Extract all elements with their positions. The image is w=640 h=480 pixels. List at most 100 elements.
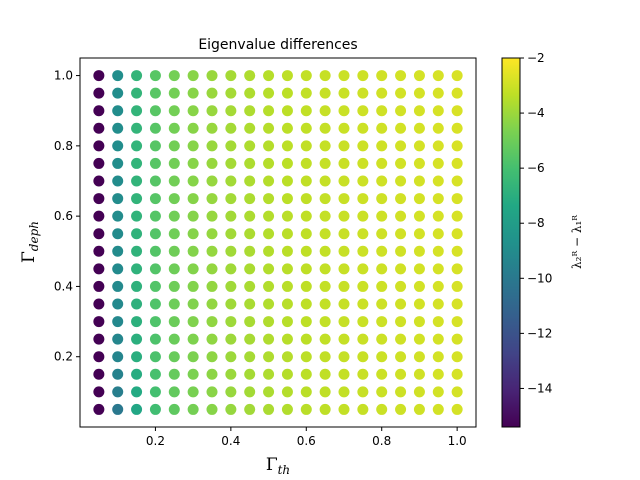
scatter-point [413,263,425,275]
scatter-point [338,263,350,275]
scatter-point [357,263,369,275]
plot-frame [79,57,477,428]
scatter-point [281,403,293,415]
scatter-point [187,122,199,134]
scatter-point [451,263,463,275]
scatter-point [206,228,218,240]
scatter-point [432,87,444,99]
colorbar-tick-label: −4 [527,106,545,120]
scatter-point [432,386,444,398]
scatter-point [413,105,425,117]
scatter-point [225,87,237,99]
scatter-point [149,105,161,117]
scatter-point [338,245,350,257]
scatter-point [300,228,312,240]
scatter-point [149,228,161,240]
scatter-point [93,403,105,415]
x-tick-label: 0.4 [221,434,240,448]
scatter-point [225,105,237,117]
scatter-point [413,316,425,328]
chart-title: Eigenvalue differences [198,37,357,53]
scatter-point [168,386,180,398]
y-tick-label: 0.8 [54,139,73,153]
x-tick-label: 1.0 [448,434,467,448]
scatter-point [187,333,199,345]
scatter-point [263,175,275,187]
scatter-point [93,386,105,398]
scatter-point [451,316,463,328]
scatter-point [112,368,124,380]
scatter-point [376,298,388,310]
scatter-point [206,263,218,275]
scatter-point [206,403,218,415]
scatter-point [187,351,199,363]
scatter-point [93,175,105,187]
scatter-point [376,351,388,363]
scatter-point [93,228,105,240]
scatter-point [187,403,199,415]
scatter-point [112,386,124,398]
colorbar-tick-label: −6 [527,161,545,175]
scatter-point [225,157,237,169]
scatter-point [432,245,444,257]
scatter-point [338,280,350,292]
scatter-point [168,351,180,363]
scatter-point [168,193,180,205]
scatter-point [451,245,463,257]
scatter-point [451,87,463,99]
scatter-point [395,122,407,134]
scatter-point [395,403,407,415]
scatter-point [395,245,407,257]
scatter-point [131,403,143,415]
scatter-point [413,210,425,222]
colorbar-label: λ₂ᴿ − λ₁ᴿ [570,215,584,269]
scatter-point [432,210,444,222]
scatter-point [131,210,143,222]
colorbar-tick-label: −2 [527,51,545,65]
scatter-point [281,70,293,82]
scatter-point [395,175,407,187]
scatter-point [112,193,124,205]
scatter-point [376,210,388,222]
scatter-point [413,403,425,415]
scatter-point [112,210,124,222]
scatter-point [112,157,124,169]
scatter-point [413,70,425,82]
scatter-point [451,122,463,134]
scatter-point [300,386,312,398]
scatter-point [225,316,237,328]
scatter-point [451,175,463,187]
scatter-point [338,140,350,152]
scatter-point [168,140,180,152]
scatter-point [300,263,312,275]
scatter-point [225,263,237,275]
scatter-point [451,228,463,240]
x-axis: 0.2 0.4 0.6 0.8 1.0 [146,427,467,448]
scatter-point [338,193,350,205]
scatter-point [131,333,143,345]
scatter-point [376,193,388,205]
scatter-point [338,316,350,328]
scatter-point [357,193,369,205]
scatter-point [263,157,275,169]
scatter-point [281,175,293,187]
scatter-point [413,228,425,240]
scatter-point [432,193,444,205]
scatter-point [300,157,312,169]
scatter-point [300,368,312,380]
scatter-point [149,210,161,222]
scatter-point [225,403,237,415]
scatter-point [395,316,407,328]
scatter-point [244,105,256,117]
scatter-point [395,298,407,310]
scatter-point [357,210,369,222]
scatter-point [319,263,331,275]
scatter-point [300,105,312,117]
scatter-point [319,193,331,205]
scatter-point [281,316,293,328]
scatter-point [131,386,143,398]
scatter-point [187,228,199,240]
scatter-point [168,87,180,99]
scatter-point [244,280,256,292]
scatter-point [376,316,388,328]
